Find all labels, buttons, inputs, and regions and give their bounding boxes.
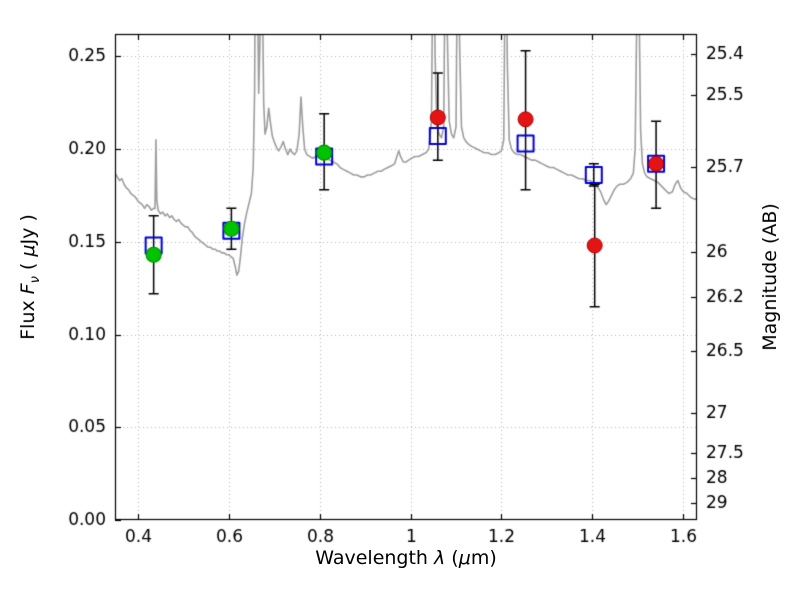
lambda-symbol: λ <box>434 547 446 569</box>
flux-mu-symbol: μ <box>17 244 39 257</box>
x-axis-title-text: Wavelength <box>315 547 435 569</box>
x-axis-paren: ( <box>445 547 459 569</box>
mu-symbol: μ <box>458 547 471 569</box>
flux-nu-subscript: ν <box>28 276 43 284</box>
right-axis-title: Magnitude (AB) <box>759 203 781 351</box>
flux-unit: Jy ) <box>17 214 39 245</box>
flux-word: Flux <box>17 294 39 340</box>
left-axis-title: Flux Fν ( μJy ) <box>17 214 43 340</box>
x-axis-unit: m) <box>470 547 497 569</box>
x-axis-title: Wavelength λ (μm) <box>315 547 496 569</box>
magnitude-label: Magnitude (AB) <box>759 203 781 351</box>
flux-F-symbol: F <box>17 283 39 295</box>
flux-paren: ( <box>17 256 39 277</box>
